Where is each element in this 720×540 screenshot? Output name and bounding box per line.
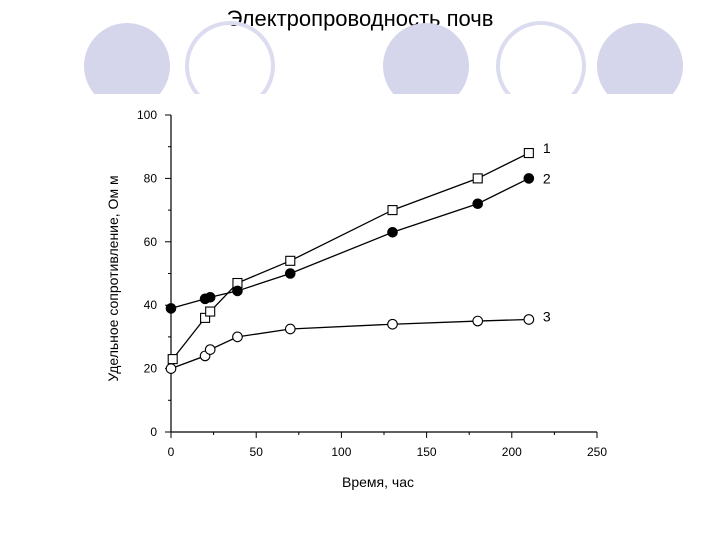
x-tick-label: 100 xyxy=(331,445,351,459)
data-point xyxy=(387,205,398,216)
y-tick-label: 80 xyxy=(144,171,158,185)
series-1: 1 xyxy=(167,140,551,365)
x-tick-label: 0 xyxy=(168,445,175,459)
data-point xyxy=(167,354,178,365)
data-point xyxy=(523,314,535,325)
x-tick-label: 200 xyxy=(502,445,522,459)
chart-axes: 0 50 100 150 200 250 0 20 40 60 80 100 xyxy=(137,108,607,459)
decor-circle xyxy=(383,23,469,94)
y-tick-label: 0 xyxy=(150,425,157,439)
series-3: 3 xyxy=(165,308,551,374)
decor-circle xyxy=(496,21,586,94)
x-tick-label: 150 xyxy=(417,445,437,459)
data-point xyxy=(523,147,534,159)
data-point xyxy=(165,303,177,314)
chart-series: 1 2 3 xyxy=(165,140,551,374)
series-label-2: 2 xyxy=(543,170,551,186)
decorative-circles xyxy=(84,21,683,94)
y-tick-label: 60 xyxy=(144,235,158,249)
data-point xyxy=(472,198,484,210)
data-point xyxy=(387,318,398,330)
series-label-1: 1 xyxy=(543,140,551,156)
series-line-1 xyxy=(172,152,530,360)
series-line-3 xyxy=(170,318,529,370)
decor-circle xyxy=(185,21,275,94)
decor-circle xyxy=(597,23,683,94)
decor-circle xyxy=(84,23,170,94)
y-tick-label: 100 xyxy=(137,108,157,122)
data-point xyxy=(284,323,296,335)
data-point xyxy=(387,226,398,238)
series-line-2 xyxy=(170,177,530,309)
data-point xyxy=(523,173,535,184)
slide-title: Электропроводность почв xyxy=(226,6,494,31)
data-point xyxy=(284,268,296,279)
data-point xyxy=(232,285,243,297)
data-point xyxy=(472,173,483,184)
data-point xyxy=(232,331,243,343)
data-point xyxy=(165,363,177,374)
y-axis-label: Удельное сопротивление, Ом м xyxy=(105,175,121,381)
data-point xyxy=(472,315,484,327)
x-axis-label: Время, час xyxy=(342,474,414,490)
data-point xyxy=(205,306,216,317)
data-point xyxy=(204,344,216,355)
data-point xyxy=(285,255,296,266)
x-tick-label: 50 xyxy=(250,445,264,459)
series-2: 2 xyxy=(165,170,551,314)
data-point xyxy=(204,291,216,303)
x-tick-label: 250 xyxy=(587,445,607,459)
data-point xyxy=(200,312,211,323)
series-label-3: 3 xyxy=(543,308,551,324)
y-tick-label: 20 xyxy=(144,362,158,376)
y-tick-label: 40 xyxy=(144,298,158,312)
